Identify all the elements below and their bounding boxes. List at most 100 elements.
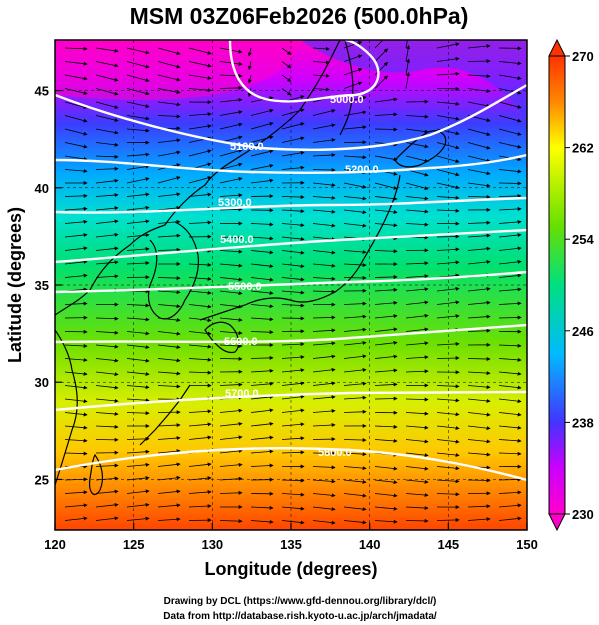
contour-label: 5400.0	[220, 234, 254, 246]
wind-arrow	[343, 182, 367, 189]
wind-arrow	[498, 194, 522, 199]
wind-arrow	[157, 384, 181, 389]
wind-arrow	[188, 435, 212, 440]
wind-arrow	[374, 424, 398, 429]
wind-arrow	[157, 449, 181, 454]
wind-arrow	[250, 435, 274, 440]
wind-arrow	[250, 304, 274, 309]
colorbar-scale	[548, 55, 566, 515]
wind-arrow	[405, 327, 429, 332]
contour-label: 5300.0	[218, 197, 252, 209]
wind-arrow	[95, 232, 119, 238]
wind-arrow	[467, 314, 491, 319]
colorbar-max-arrow	[548, 38, 566, 57]
wind-arrow	[250, 330, 274, 335]
wind-arrow	[95, 489, 119, 494]
wind-arrow	[374, 209, 398, 215]
contour-label: 5600.0	[224, 336, 258, 348]
wind-arrow	[64, 88, 88, 95]
wind-arrow	[157, 219, 181, 224]
wind-arrow	[219, 263, 243, 268]
wind-arrow	[405, 196, 429, 201]
wind-arrow	[374, 75, 389, 89]
wind-arrow	[188, 276, 212, 281]
wind-arrow	[498, 398, 522, 404]
wind-arrow	[405, 506, 429, 511]
wind-arrow	[467, 412, 491, 417]
wind-arrow	[436, 384, 460, 389]
wind-arrow	[498, 438, 522, 443]
wind-arrow	[405, 493, 429, 498]
wind-arrow	[343, 479, 367, 484]
wind-arrow	[498, 425, 522, 430]
wind-arrow	[250, 277, 274, 282]
wind-arrow	[64, 206, 88, 211]
wind-arrow	[64, 233, 88, 238]
contour-label: 5000.0	[330, 94, 364, 106]
wind-arrow	[188, 47, 212, 55]
wind-arrow	[374, 493, 398, 498]
wind-arrow	[126, 261, 150, 266]
wind-arrow	[498, 287, 522, 292]
wind-arrow	[95, 516, 119, 521]
wind-arrow	[188, 88, 212, 93]
wind-arrow	[467, 398, 491, 403]
wind-arrow	[157, 176, 181, 184]
wind-arrow	[126, 371, 150, 376]
wind-arrow	[498, 343, 522, 348]
wind-arrow	[126, 177, 150, 184]
wind-arrow	[312, 493, 336, 498]
y-tick-label: 25	[35, 472, 49, 487]
wind-arrow	[436, 356, 460, 361]
wind-arrow	[64, 301, 88, 306]
wind-arrow	[467, 478, 491, 483]
wind-arrow	[436, 260, 460, 265]
wind-arrow	[281, 368, 305, 373]
wind-arrow	[436, 182, 460, 190]
wind-arrow	[343, 327, 367, 332]
wind-arrow	[95, 398, 119, 403]
wind-arrow	[467, 371, 491, 376]
wind-arrow	[64, 219, 88, 224]
wind-arrow	[312, 46, 330, 51]
wind-arrow	[312, 341, 336, 346]
wind-arrow	[247, 74, 252, 84]
colorbar-tick-label: 270	[572, 49, 594, 64]
wind-arrow	[312, 209, 336, 214]
wind-arrow	[95, 371, 119, 377]
wind-arrow	[126, 152, 150, 157]
wind-arrow	[219, 408, 243, 413]
wind-arrow	[64, 193, 88, 198]
wind-arrow	[374, 127, 398, 132]
wind-arrow	[467, 259, 491, 265]
wind-arrow	[250, 250, 274, 255]
wind-arrow	[281, 450, 305, 455]
wind-arrow	[250, 449, 274, 454]
wind-arrow	[95, 316, 119, 321]
wind-arrow	[343, 209, 367, 215]
wind-arrow	[157, 489, 181, 494]
x-tick-label: 140	[359, 537, 381, 552]
wind-arrow	[343, 155, 367, 160]
wind-arrow	[281, 355, 305, 360]
wind-arrow	[312, 182, 336, 187]
wind-arrow	[157, 371, 181, 376]
colorbar-min-arrow	[548, 513, 566, 532]
contour-label: 5800.0	[318, 447, 352, 459]
wind-arrow	[374, 300, 398, 305]
contour-label: 5500.0	[228, 281, 262, 293]
wind-arrow	[126, 502, 150, 508]
wind-arrow	[95, 274, 119, 279]
wind-arrow	[498, 233, 522, 238]
wind-arrow	[281, 492, 305, 497]
credit-data: Data from http://database.rish.kyoto-u.a…	[163, 611, 437, 622]
wind-arrow	[157, 331, 181, 336]
wind-arrow	[343, 314, 367, 319]
wind-arrow	[64, 273, 88, 278]
wind-arrow	[157, 61, 181, 69]
wind-arrow	[343, 110, 367, 116]
wind-arrow	[498, 301, 522, 306]
wind-arrow	[498, 371, 522, 376]
wind-arrow	[157, 517, 181, 522]
colorbar: 230 238 246 254 262 270	[548, 38, 594, 532]
